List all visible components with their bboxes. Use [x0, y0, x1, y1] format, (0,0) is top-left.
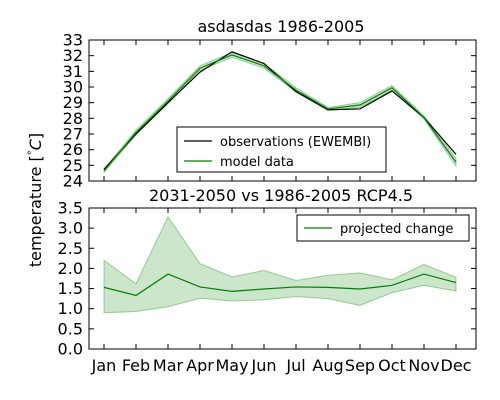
legend-label-model: model data — [220, 155, 294, 170]
x-tick-label-mar: Mar — [153, 356, 184, 375]
x-tick-label-aug: Aug — [312, 356, 343, 375]
x-tick-label-apr: Apr — [186, 356, 214, 375]
x-tick-label-sep: Sep — [345, 356, 375, 375]
bot-y-tick-label: 0.0 — [58, 340, 83, 359]
ylabel-suffix: ] — [26, 133, 45, 139]
x-tick-label-dec: Dec — [441, 356, 472, 375]
x-tick-label-jul: Jul — [285, 356, 305, 375]
x-tick-label-feb: Feb — [122, 356, 150, 375]
top-legend: observations (EWEMBI) model data — [177, 127, 386, 172]
top-y-tick-label: 33 — [63, 31, 83, 50]
bottom-legend: projected change — [297, 215, 469, 241]
bot-y-tick-label: 0.5 — [58, 319, 83, 338]
bot-y-tick-label: 2.5 — [58, 239, 83, 258]
legend-label-observations: observations (EWEMBI) — [220, 135, 371, 150]
bottom-chart: 2031-2050 vs 1986-2005 RCP4.5 0.0 0.51.01… — [58, 186, 476, 375]
x-tick-label-jun: Jun — [251, 356, 277, 375]
top-chart-title: asdasdas 1986-2005 — [197, 17, 364, 36]
legend-label-projected: projected change — [340, 222, 453, 237]
x-tick-label-nov: Nov — [408, 356, 439, 375]
bottom-chart-title: 2031-2050 vs 1986-2005 RCP4.5 — [149, 186, 413, 205]
x-tick-label-oct: Oct — [378, 356, 406, 375]
top-chart: asdasdas 1986-2005 24252627282930313233 … — [63, 17, 476, 191]
bot-y-tick-label: 1.5 — [58, 279, 83, 298]
bot-y-tick-label: 2.0 — [58, 259, 83, 278]
ylabel-prefix: temperature [ — [26, 155, 45, 267]
shared-y-axis-label: temperature [°C] — [26, 133, 45, 267]
bot-y-tick-label: 3.5 — [58, 199, 83, 218]
x-tick-label-may: May — [215, 356, 248, 375]
bot-y-tick-label: 1.0 — [58, 299, 83, 318]
x-tick-label-jan: Jan — [91, 356, 117, 375]
bot-y-tick-label: 3.0 — [58, 219, 83, 238]
